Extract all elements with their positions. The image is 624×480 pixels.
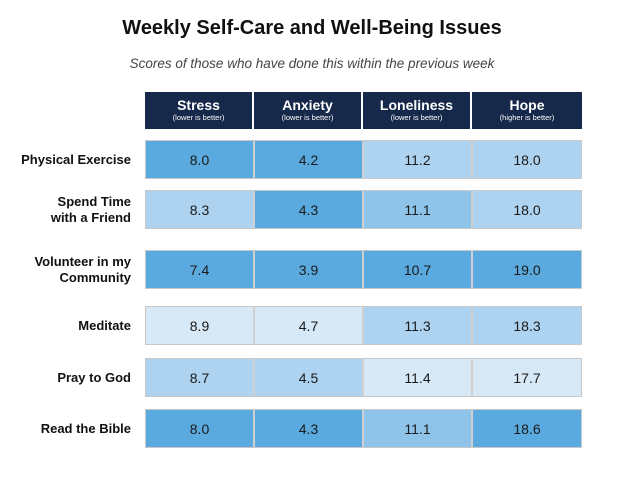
table-cell: 8.9 xyxy=(146,307,253,344)
column-header-anxiety: Anxiety (lower is better) xyxy=(254,92,361,129)
row-label-text: Volunteer in my Community xyxy=(34,254,131,286)
row-label-line: Volunteer in my xyxy=(34,253,131,269)
table-cell: 18.3 xyxy=(473,307,581,344)
row-label: Pray to God xyxy=(0,358,131,397)
column-header-note: (lower is better) xyxy=(281,113,334,122)
table-row: 8.0 4.2 11.2 18.0 xyxy=(145,140,582,179)
table-cell: 8.0 xyxy=(146,410,253,447)
row-label-line: Community xyxy=(59,269,132,285)
column-header-note: (higher is better) xyxy=(499,113,555,122)
row-label-line: with a Friend xyxy=(50,209,131,225)
table-row: 7.4 3.9 10.7 19.0 xyxy=(145,250,582,289)
column-header-hope: Hope (higher is better) xyxy=(472,92,582,129)
chart-title: Weekly Self-Care and Well-Being Issues xyxy=(122,17,502,39)
table-cell: 4.3 xyxy=(255,410,362,447)
table-cell: 11.1 xyxy=(364,410,471,447)
table-cell: 18.0 xyxy=(473,141,581,178)
table-cell: 10.7 xyxy=(364,251,471,288)
row-label-text: Meditate xyxy=(78,318,131,334)
table-cell: 11.1 xyxy=(364,191,471,228)
table-cell: 7.4 xyxy=(146,251,253,288)
row-label-text: Read the Bible xyxy=(41,421,131,437)
row-label-line: Physical Exercise xyxy=(21,151,131,167)
chart-subtitle: Scores of those who have done this withi… xyxy=(129,56,495,71)
row-label: Volunteer in my Community xyxy=(0,250,131,289)
table-cell: 8.3 xyxy=(146,191,253,228)
table-cell: 19.0 xyxy=(473,251,581,288)
column-header-row: Stress (lower is better) Anxiety (lower … xyxy=(145,92,582,129)
table-cell: 8.0 xyxy=(146,141,253,178)
table-row: 8.7 4.5 11.4 17.7 xyxy=(145,358,582,397)
table-row: 8.3 4.3 11.1 18.0 xyxy=(145,190,582,229)
row-label-line: Spend Time xyxy=(57,193,131,209)
table-cell: 4.5 xyxy=(255,359,362,396)
table-cell: 18.0 xyxy=(473,191,581,228)
row-label-text: Physical Exercise xyxy=(21,152,131,168)
table-cell: 11.2 xyxy=(364,141,471,178)
column-header-label: Loneliness xyxy=(379,97,454,113)
row-label-line: Pray to God xyxy=(57,369,131,385)
table-cell: 4.7 xyxy=(255,307,362,344)
row-label-line: Read the Bible xyxy=(40,420,131,436)
row-label: Physical Exercise xyxy=(0,140,131,179)
row-label: Read the Bible xyxy=(0,409,131,448)
table-cell: 11.4 xyxy=(364,359,471,396)
row-label-text: Pray to God xyxy=(57,370,131,386)
column-header-note: (lower is better) xyxy=(172,113,225,122)
table-cell: 17.7 xyxy=(473,359,581,396)
column-header-label: Hope xyxy=(509,97,545,113)
table-row: 8.9 4.7 11.3 18.3 xyxy=(145,306,582,345)
table-cell: 8.7 xyxy=(146,359,253,396)
row-label: Spend Time with a Friend xyxy=(0,190,131,229)
table-cell: 4.3 xyxy=(255,191,362,228)
table-row: 8.0 4.3 11.1 18.6 xyxy=(145,409,582,448)
column-header-label: Stress xyxy=(177,97,220,113)
row-label-text: Spend Time with a Friend xyxy=(51,194,131,226)
row-label: Meditate xyxy=(0,306,131,345)
column-header-note: (lower is better) xyxy=(390,113,443,122)
column-header-loneliness: Loneliness (lower is better) xyxy=(363,92,470,129)
column-header-stress: Stress (lower is better) xyxy=(145,92,252,129)
row-label-line: Meditate xyxy=(78,317,131,333)
table-cell: 18.6 xyxy=(473,410,581,447)
table-cell: 4.2 xyxy=(255,141,362,178)
column-header-label: Anxiety xyxy=(282,97,333,113)
table-cell: 11.3 xyxy=(364,307,471,344)
table-cell: 3.9 xyxy=(255,251,362,288)
